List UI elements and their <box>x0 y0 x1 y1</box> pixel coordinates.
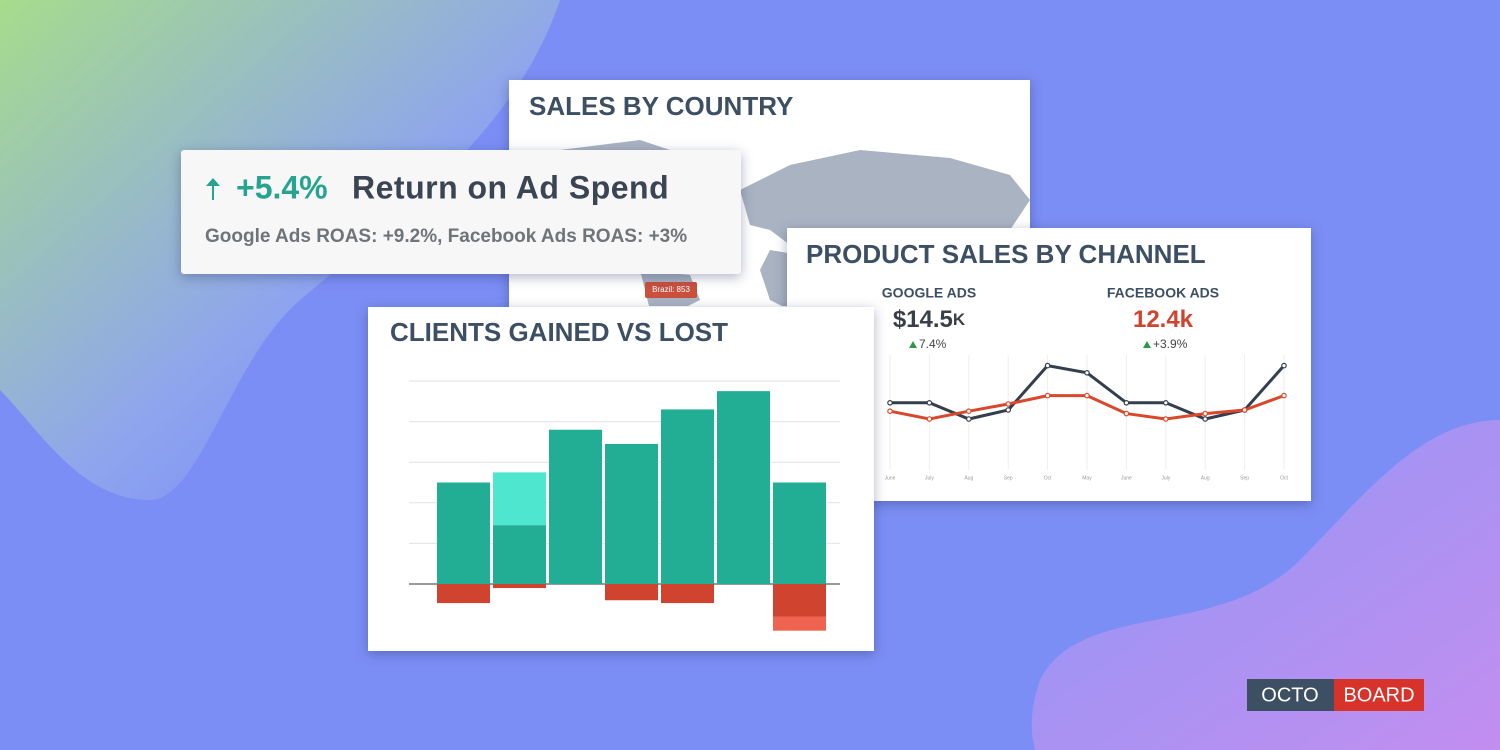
bar-segment <box>493 525 546 584</box>
point <box>1084 392 1090 399</box>
logo-left <box>1247 679 1334 711</box>
blob <box>1031 420 1500 750</box>
bar-segment <box>493 584 546 589</box>
point <box>1241 407 1248 413</box>
x-tick-label: June <box>1121 475 1132 481</box>
product-card: PRODUCT SALES BY CHANNEL GOOGLE ADS $14.5… <box>787 228 1311 501</box>
x-tick-label: Sep <box>1004 475 1013 481</box>
x-tick-label: Aug <box>1201 475 1210 481</box>
point <box>1084 369 1090 376</box>
clients-card: CLIENTS GAINED VS LOST <box>368 307 874 651</box>
point <box>887 408 893 415</box>
clients-title: CLIENTS GAINED VS LOST <box>390 317 728 347</box>
roas-card: +5.4% Return on Ad Spend Google Ads ROAS… <box>181 150 741 274</box>
logo-text: BOARD <box>1343 684 1414 706</box>
point <box>1005 407 1012 413</box>
x-tick-label: May <box>1082 475 1092 481</box>
roas-detail: Google Ads ROAS: +9.2%, Facebook Ads ROA… <box>205 226 687 247</box>
map-title: SALES BY COUNTRY <box>529 91 793 121</box>
bar-segment <box>661 409 714 584</box>
roas-change: +5.4% <box>236 169 328 205</box>
bar-segment <box>437 482 490 584</box>
kpi-number: $14.5 <box>893 306 953 333</box>
point <box>926 399 933 406</box>
tooltip <box>645 282 697 298</box>
kpi-label: GOOGLE ADS <box>882 285 976 301</box>
point <box>1281 392 1287 399</box>
bar-segment <box>493 472 546 526</box>
point <box>1123 399 1130 406</box>
roas-title: Return on Ad Spend <box>352 169 669 205</box>
kpi-change: 7.4% <box>919 337 947 351</box>
x-tick-label: Oct <box>1044 475 1052 481</box>
point <box>1163 399 1169 406</box>
point <box>1281 362 1287 369</box>
kpi-change: +3.9% <box>1153 337 1188 351</box>
kpi-number: 12.4k <box>1133 306 1194 333</box>
bar-segment <box>717 391 770 584</box>
x-tick-label: Aug <box>964 475 973 481</box>
point <box>1044 362 1051 369</box>
point <box>1163 416 1169 422</box>
point <box>926 416 933 422</box>
logo-right <box>1334 679 1424 711</box>
kpi-value: $14.5K <box>893 306 966 333</box>
point <box>1005 401 1012 407</box>
bar-segment <box>549 429 602 584</box>
point <box>965 408 972 415</box>
up-arrow <box>206 178 220 200</box>
point <box>887 399 893 406</box>
point <box>1202 410 1209 417</box>
up-triangle <box>909 341 917 348</box>
point <box>1202 416 1209 422</box>
up-triangle <box>1143 341 1151 348</box>
bar-segment <box>773 584 826 617</box>
bar-segment <box>773 482 826 584</box>
point <box>965 416 972 422</box>
x-tick-label: Oct <box>1280 475 1288 481</box>
point <box>1044 392 1051 399</box>
card <box>181 150 741 274</box>
point <box>1123 410 1130 417</box>
bar-segment <box>605 443 658 584</box>
logo-text: OCTO <box>1261 684 1318 706</box>
bar-segment <box>773 616 826 631</box>
product-title: PRODUCT SALES BY CHANNEL <box>806 239 1206 269</box>
x-tick-label: Sep <box>1240 475 1249 481</box>
x-tick-label: June <box>885 475 896 481</box>
kpi-label: FACEBOOK ADS <box>1107 285 1219 301</box>
bar-segment <box>437 584 490 604</box>
bar-segment <box>605 584 658 601</box>
kpi-unit: K <box>953 310 966 329</box>
tooltip-text: Brazil: 853 <box>652 285 690 294</box>
bar-segment <box>661 584 714 604</box>
x-tick-label: July <box>1161 475 1170 481</box>
x-tick-label: July <box>925 475 934 481</box>
kpi-value: 12.4k <box>1133 306 1194 333</box>
